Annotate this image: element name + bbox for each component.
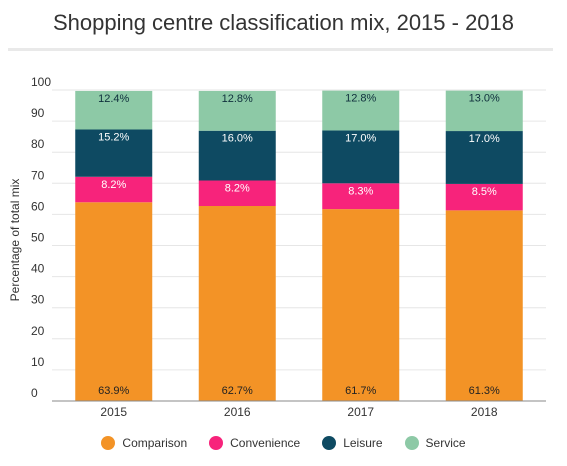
y-axis-ticks: 0 10 20 30 40 50 60 70 80 90 100 — [31, 75, 51, 400]
legend: Comparison Convenience Leisure Service — [0, 436, 567, 450]
bar-segment-comparison-2017 — [322, 209, 400, 401]
bar-segment-comparison-2015 — [75, 202, 153, 401]
data-label: 61.7% — [345, 385, 376, 397]
legend-label: Leisure — [343, 436, 383, 450]
bar-segment-leisure-2017 — [322, 130, 400, 184]
legend-swatch — [322, 436, 337, 450]
bar-segment-leisure-2018 — [445, 131, 523, 184]
bar-segment-leisure-2016 — [198, 130, 276, 181]
y-tick-label: 70 — [31, 168, 45, 182]
bar-segment-comparison-2016 — [198, 206, 276, 401]
data-label: 8.2% — [101, 179, 126, 191]
y-tick-label: 90 — [31, 106, 45, 120]
y-tick-label: 20 — [31, 324, 45, 338]
data-label: 12.8% — [222, 93, 253, 105]
legend-label: Comparison — [122, 436, 188, 450]
data-label: 13.0% — [469, 93, 500, 105]
data-label: 8.3% — [348, 185, 373, 197]
title-divider — [8, 48, 553, 51]
legend-item-service: Service — [404, 436, 466, 450]
x-tick-label: 2018 — [471, 405, 498, 419]
data-label: 16.0% — [222, 133, 253, 145]
data-label: 8.5% — [472, 186, 497, 198]
legend-swatch — [101, 436, 116, 450]
bar-segment-convenience-2018 — [445, 183, 523, 211]
y-tick-label: 30 — [31, 293, 45, 307]
bar-segment-service-2017 — [322, 90, 400, 131]
data-label: 15.2% — [98, 131, 129, 143]
y-tick-label: 80 — [31, 137, 45, 151]
chart-title: Shopping centre classification mix, 2015… — [52, 10, 515, 35]
y-tick-label: 60 — [31, 199, 45, 213]
legend-item-convenience: Convenience — [209, 436, 300, 450]
bar-segment-service-2018 — [445, 90, 523, 132]
y-axis-label: Percentage of total mix — [8, 179, 22, 302]
legend-swatch — [404, 436, 419, 450]
data-label: 62.7% — [222, 385, 253, 397]
legend-label: Convenience — [230, 436, 301, 450]
bar-segment-leisure-2015 — [75, 129, 153, 177]
y-tick-label: 100 — [31, 75, 51, 89]
bar-segment-service-2016 — [198, 90, 276, 131]
data-label: 12.8% — [345, 93, 376, 105]
bar-segment-convenience-2015 — [75, 176, 153, 203]
x-axis-ticks: 2015 2016 2017 2018 — [100, 405, 498, 419]
y-tick-label: 40 — [31, 262, 45, 276]
bar-segment-service-2015 — [75, 90, 153, 130]
legend-item-comparison: Comparison — [101, 436, 187, 450]
legend-item-leisure: Leisure — [322, 436, 383, 450]
y-tick-label: 50 — [31, 231, 45, 245]
data-label: 17.0% — [469, 133, 500, 145]
data-label: 12.4% — [98, 93, 129, 105]
x-tick-label: 2015 — [100, 405, 127, 419]
y-tick-label: 0 — [31, 386, 38, 400]
data-labels: 63.9% 8.2% 15.2% 12.4% 62.7% 8.2% 16.0% 12.8% 61… — [98, 93, 500, 397]
data-label: 8.2% — [225, 183, 250, 195]
bar-segment-convenience-2017 — [322, 183, 400, 210]
legend-swatch — [209, 436, 224, 450]
y-tick-label: 10 — [31, 355, 45, 369]
bars — [75, 90, 523, 401]
data-label: 61.3% — [469, 385, 500, 397]
x-tick-label: 2017 — [347, 405, 374, 419]
data-label: 63.9% — [98, 385, 129, 397]
bar-segment-comparison-2018 — [445, 210, 523, 401]
bar-segment-convenience-2016 — [198, 180, 276, 207]
x-tick-label: 2016 — [224, 405, 251, 419]
legend-label: Service — [425, 436, 466, 450]
data-label: 17.0% — [345, 132, 376, 144]
